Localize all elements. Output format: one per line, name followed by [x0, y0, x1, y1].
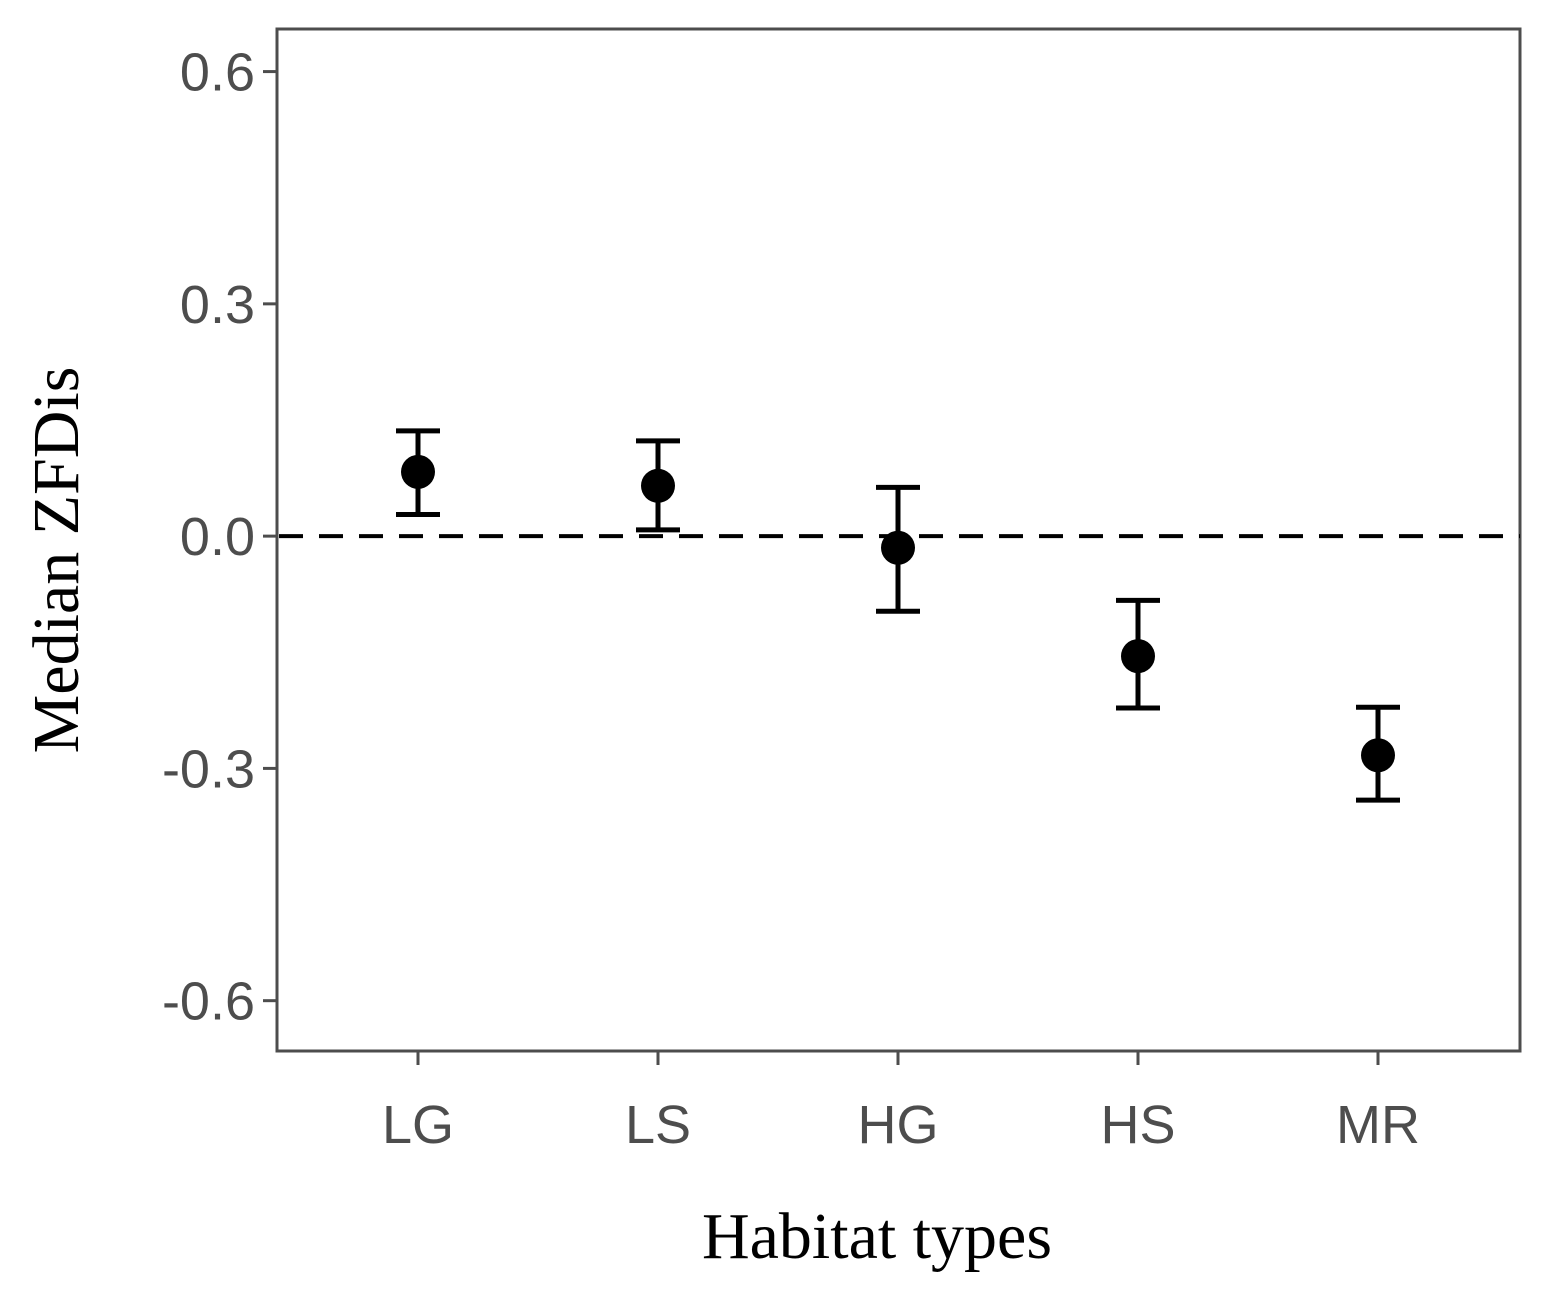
- y-axis-title: Median ZFDis: [20, 367, 93, 754]
- x-tick-label: HS: [1100, 1095, 1175, 1155]
- point-group-mr: [1356, 704, 1400, 803]
- y-tick-label: -0.6: [162, 972, 255, 1032]
- x-tick-label: LG: [382, 1095, 454, 1155]
- y-tick-label: 0.3: [180, 275, 255, 335]
- point-group-lg: [396, 428, 440, 517]
- point-group-hg: [876, 484, 920, 614]
- data-point: [401, 454, 435, 489]
- x-tick-label: LS: [625, 1095, 691, 1155]
- point-group-ls: [636, 438, 680, 533]
- data-points: [396, 428, 1400, 803]
- data-point: [1121, 639, 1155, 674]
- y-tick-label: -0.3: [162, 739, 255, 799]
- y-tick-label: 0.6: [180, 43, 255, 103]
- data-point: [1361, 738, 1395, 773]
- x-tick-label: HG: [858, 1095, 939, 1155]
- x-axis-title: Habitat types: [702, 1200, 1052, 1273]
- x-tick-label: MR: [1336, 1095, 1420, 1155]
- y-tick-label: 0.0: [180, 507, 255, 567]
- y-axis: -0.6 -0.3 0.0 0.3 0.6: [162, 43, 277, 1032]
- data-point: [881, 530, 915, 565]
- data-point: [641, 468, 675, 503]
- point-group-hs: [1116, 597, 1160, 711]
- x-axis: LG LS HG HS MR: [382, 1051, 1420, 1155]
